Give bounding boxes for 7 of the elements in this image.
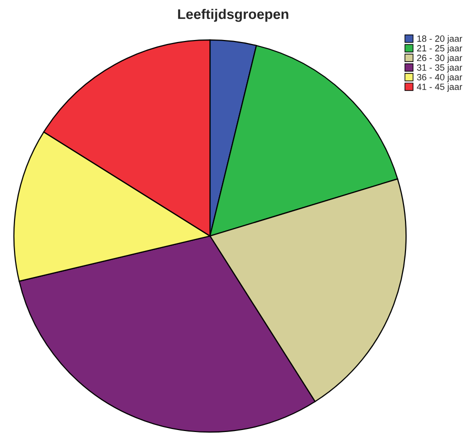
legend-label: 36 - 40 jaar (417, 74, 462, 82)
legend-label: 41 - 45 jaar (416, 83, 462, 92)
chart-title: Leeftijdsgroepen (178, 8, 288, 22)
legend-label: 31 - 35 jaar (417, 64, 462, 72)
legend-label: 21 - 25 jaar (417, 44, 462, 54)
legend-label: 18 - 20 jaar (417, 35, 462, 44)
legend-label: 26 - 30 jaar (417, 54, 462, 63)
